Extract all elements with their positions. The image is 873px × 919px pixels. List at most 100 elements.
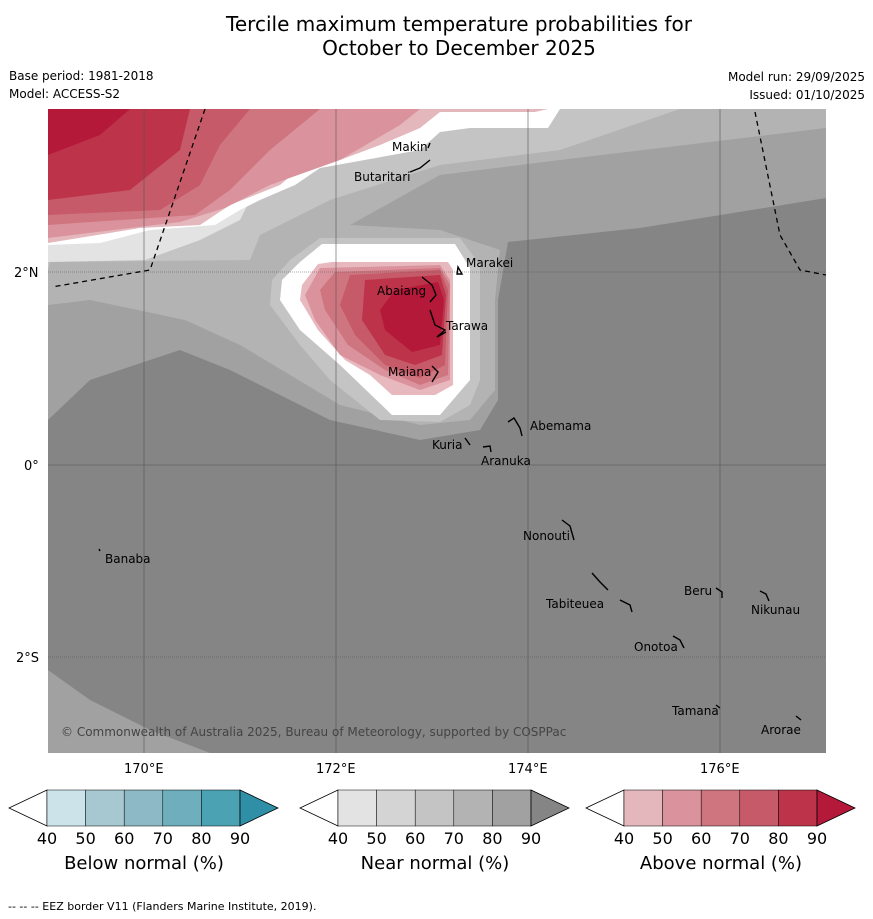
colorbar-arrow-high [530,789,570,827]
label-maiana: Maiana [388,365,431,379]
title-line-2: October to December 2025 [322,36,596,60]
lon-label-176e: 176°E [700,762,740,777]
colorbar-near-normal: 40 50 60 70 80 90 [299,789,570,848]
colorbar-arrow-low [585,789,625,827]
label-nikunau: Nikunau [751,603,800,617]
island-nonouti-shape [561,519,575,541]
island-tamana-shape [715,704,721,709]
lat-label-2s: 2°S [16,651,39,666]
colorbar-title-below: Below normal (%) [64,853,224,874]
colorbar-tick-label: 90 [230,829,250,848]
label-tamana: Tamana [671,704,719,718]
map-field: Makin Butaritari Marakei Abaiang Tarawa … [48,109,826,753]
colorbar-segment [201,789,241,827]
island-makin-shape [427,142,431,149]
island-maiana-shape [431,365,439,383]
colorbar-segment [453,789,493,827]
eez-border-west [51,109,206,288]
colorbar-segment [662,789,702,827]
island-tabiteuea-shape [591,572,633,613]
grid-lines [48,109,826,753]
map-title: Tercile maximum temperature probabilitie… [0,12,873,60]
colorbar-segment [337,789,377,827]
model-run: Model run: 29/09/2025 [727,70,865,84]
near-normal-sw-region [48,670,210,753]
label-butaritari: Butaritari [354,170,411,184]
label-tarawa: Tarawa [445,319,488,333]
label-abaiang: Abaiang [377,284,426,298]
colorbar-tick-label: 90 [807,829,827,848]
colorbar-arrow-high [816,789,856,827]
colorbar-tick-label: 40 [37,829,57,848]
label-beru: Beru [684,584,712,598]
colorbar-tick-label: 70 [730,829,750,848]
label-kuria: Kuria [432,438,463,452]
colorbar-tick-label: 50 [652,829,672,848]
colorbar-segment [46,789,86,827]
colorbar-tick-label: 80 [768,829,788,848]
colorbar-segment [739,789,779,827]
colorbar-tick-label: 60 [691,829,711,848]
colorbar-segment [85,789,125,827]
colorbar-arrow-low [8,789,48,827]
label-nonouti: Nonouti [523,529,570,543]
label-aranuka: Aranuka [481,454,531,468]
eez-footnote: -- -- -- EEZ border V11 (Flanders Marine… [8,900,317,913]
axis-labels: 2°N 0° 2°S 170°E 172°E 174°E 176°E [14,266,740,777]
colorbar-segment [492,789,532,827]
colorbar-segment [123,789,164,827]
island-abaiang-shape [421,276,437,303]
colorbar-segment [162,789,202,827]
colorbar-tick-label: 50 [366,829,386,848]
eez-border-east [754,111,826,276]
colorbar-tick-label: 90 [521,829,541,848]
islands [98,142,802,721]
place-labels: Makin Butaritari Marakei Abaiang Tarawa … [105,140,801,737]
colorbar-below-normal: 40 50 60 70 80 90 [8,789,279,848]
model-name: Model: ACCESS-S2 [9,87,121,101]
label-onotoa: Onotoa [634,640,678,654]
colorbar-arrow-high [239,789,279,827]
label-tabiteuea: Tabiteuea [545,597,604,611]
above-normal-nw-90-region [48,109,130,155]
colorbar-tick-label: 40 [328,829,348,848]
colorbar-segment [778,789,818,827]
island-aranuka-shape [482,445,492,453]
colorbar-segment [623,789,663,827]
above-normal-90-region [380,282,444,352]
island-nikunau-shape [759,590,770,602]
colorbar-above-normal: 40 50 60 70 80 90 [585,789,856,848]
copyright-text: © Commonwealth of Australia 2025, Bureau… [61,725,566,739]
colorbar-tick-label: 60 [114,829,134,848]
label-abemama: Abemama [530,419,591,433]
title-line-1: Tercile maximum temperature probabilitie… [226,12,692,36]
colorbar-segment [414,789,455,827]
island-onotoa-shape [672,635,685,649]
colorbar-tick-label: 40 [614,829,634,848]
label-banaba: Banaba [105,552,151,566]
lon-label-170e: 170°E [124,762,164,777]
colorbar-title-near: Near normal (%) [360,853,510,874]
island-kuria-shape [464,437,471,446]
island-banaba-shape [98,548,101,552]
colorbar-segment [700,789,741,827]
colorbar-tick-label: 80 [191,829,211,848]
island-beru-shape [715,587,723,598]
label-arorae: Arorae [761,723,801,737]
colorbar-tick-label: 60 [405,829,425,848]
island-tarawa-shape [429,309,447,338]
colorbar-segment [376,789,416,827]
lat-label-2n: 2°N [14,266,39,281]
colorbar-tick-label: 70 [444,829,464,848]
lat-label-0: 0° [24,459,39,474]
base-period: Base period: 1981-2018 [9,69,154,83]
label-marakei: Marakei [466,256,513,270]
colorbar-tick-label: 70 [153,829,173,848]
island-arorae-shape [795,715,802,721]
island-abemama-shape [507,417,523,437]
lon-label-172e: 172°E [316,762,356,777]
colorbar-arrow-low [299,789,339,827]
colorbar-title-above: Above normal (%) [639,853,803,874]
label-makin: Makin [392,140,428,154]
